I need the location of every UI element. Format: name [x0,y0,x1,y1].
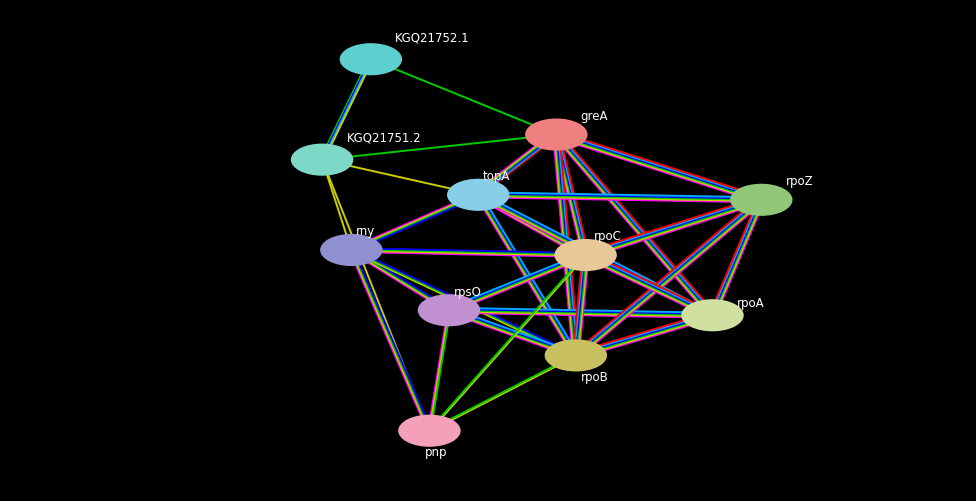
Circle shape [418,295,480,327]
Text: rny: rny [356,225,376,238]
Circle shape [730,184,793,216]
Circle shape [340,44,402,76]
Circle shape [545,340,607,372]
Circle shape [681,300,744,332]
Text: rpoZ: rpoZ [786,175,813,188]
Text: topA: topA [483,170,510,183]
Text: greA: greA [581,110,608,123]
Circle shape [525,119,588,151]
Circle shape [398,415,461,447]
Text: rpoA: rpoA [737,297,764,310]
Text: rpoC: rpoC [593,230,622,243]
Text: rpoB: rpoB [581,370,608,383]
Text: rpsO: rpsO [454,285,482,298]
Circle shape [291,144,353,176]
Circle shape [320,234,383,267]
Text: KGQ21751.2: KGQ21751.2 [346,131,421,144]
Circle shape [447,179,509,211]
Text: pnp: pnp [425,445,447,458]
Circle shape [554,239,617,272]
Text: KGQ21752.1: KGQ21752.1 [395,31,469,44]
